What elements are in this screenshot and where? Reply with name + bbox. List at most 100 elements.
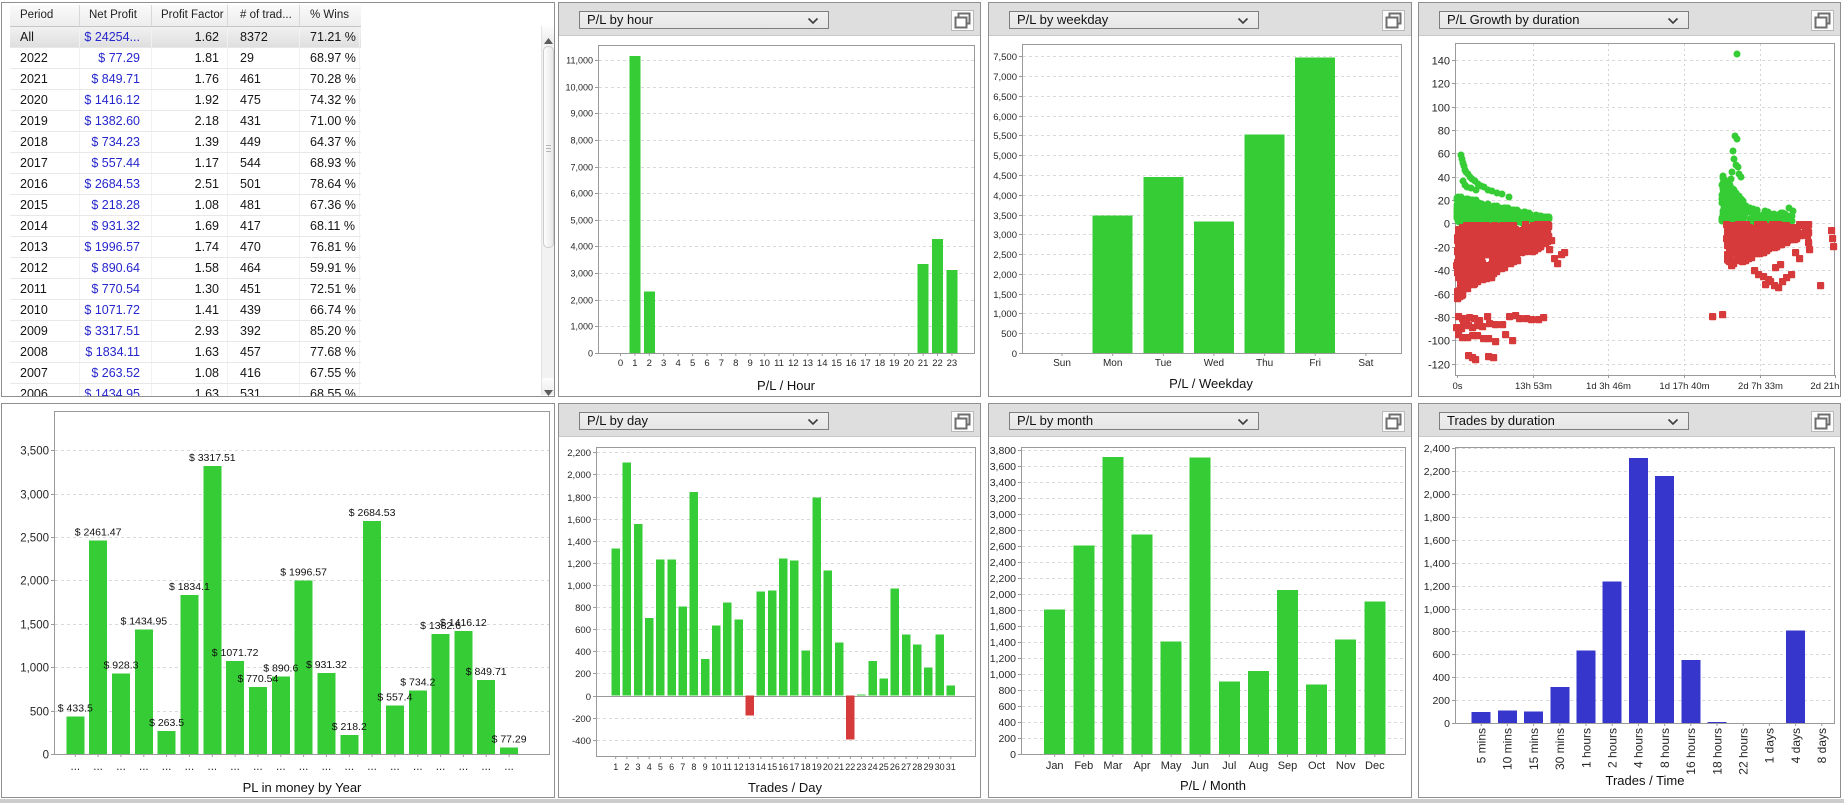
svg-text:7,500: 7,500 [993, 52, 1017, 63]
svg-text:140: 140 [1432, 55, 1450, 67]
svg-text:22 hours: 22 hours [1737, 728, 1751, 775]
svg-text:10 mins: 10 mins [1501, 728, 1515, 770]
svg-text:500: 500 [1001, 329, 1017, 340]
svg-text:8,000: 8,000 [570, 136, 593, 146]
svg-text:6: 6 [704, 358, 709, 369]
svg-text:8: 8 [691, 762, 696, 772]
svg-text:P/L / Month: P/L / Month [1180, 778, 1246, 793]
svg-text:0: 0 [618, 358, 623, 369]
svg-text:1,200: 1,200 [567, 559, 591, 570]
svg-text:$ 849.71: $ 849.71 [466, 666, 507, 678]
svg-text:40: 40 [1438, 172, 1450, 184]
svg-text:13h 53m: 13h 53m [1515, 381, 1552, 392]
svg-text:15 mins: 15 mins [1527, 728, 1541, 770]
svg-text:22: 22 [845, 762, 855, 772]
svg-text:2,400: 2,400 [1424, 443, 1450, 455]
svg-text:...: ... [208, 761, 218, 773]
svg-text:2,000: 2,000 [20, 576, 49, 588]
svg-text:4: 4 [675, 358, 680, 369]
svg-text:1,200: 1,200 [1424, 581, 1450, 593]
svg-text:1,400: 1,400 [567, 537, 591, 548]
svg-text:3,500: 3,500 [993, 211, 1017, 222]
svg-text:1,500: 1,500 [20, 620, 49, 632]
svg-text:...: ... [71, 761, 81, 773]
svg-text:Feb: Feb [1074, 760, 1093, 772]
svg-text:0: 0 [588, 349, 593, 359]
svg-text:20: 20 [1438, 195, 1450, 207]
svg-text:Nov: Nov [1336, 760, 1356, 772]
svg-text:P/L / Weekday: P/L / Weekday [1169, 376, 1253, 391]
svg-text:Sun: Sun [1053, 358, 1071, 369]
svg-text:7: 7 [680, 762, 685, 772]
svg-text:4: 4 [647, 762, 652, 772]
svg-text:...: ... [459, 761, 469, 773]
svg-text:Trades / Day: Trades / Day [748, 780, 822, 795]
svg-text:8 days: 8 days [1815, 728, 1829, 763]
svg-text:...: ... [116, 761, 126, 773]
svg-text:2: 2 [647, 358, 652, 369]
svg-text:1,400: 1,400 [990, 637, 1016, 649]
svg-text:3: 3 [661, 358, 666, 369]
svg-text:11: 11 [774, 358, 784, 369]
svg-text:800: 800 [575, 603, 591, 614]
svg-text:...: ... [322, 761, 332, 773]
svg-text:23: 23 [856, 762, 866, 772]
svg-text:$ 433.5: $ 433.5 [58, 702, 93, 714]
svg-text:1,800: 1,800 [990, 605, 1016, 617]
svg-text:80: 80 [1438, 125, 1450, 137]
svg-text:$ 1382.6: $ 1382.6 [420, 620, 461, 632]
svg-text:Thu: Thu [1256, 358, 1273, 369]
svg-text:1,000: 1,000 [1424, 604, 1450, 616]
svg-text:26: 26 [890, 762, 900, 772]
svg-text:Jun: Jun [1191, 760, 1209, 772]
svg-text:3,000: 3,000 [990, 509, 1016, 521]
svg-text:10,000: 10,000 [565, 83, 593, 93]
svg-text:19: 19 [889, 358, 900, 369]
svg-text:$ 263.5: $ 263.5 [149, 717, 184, 729]
svg-text:2,000: 2,000 [1424, 489, 1450, 501]
svg-text:0: 0 [1012, 349, 1017, 360]
svg-text:-100: -100 [1428, 335, 1450, 347]
svg-text:May: May [1161, 760, 1182, 772]
svg-text:30 mins: 30 mins [1553, 728, 1567, 770]
svg-text:11,000: 11,000 [566, 56, 593, 66]
svg-text:16: 16 [846, 358, 857, 369]
svg-text:$ 931.32: $ 931.32 [306, 659, 347, 671]
svg-text:17: 17 [789, 762, 799, 772]
svg-text:800: 800 [998, 685, 1016, 697]
svg-text:1d 17h 40m: 1d 17h 40m [1659, 381, 1709, 392]
svg-text:3,000: 3,000 [570, 269, 593, 279]
svg-text:$ 3317.51: $ 3317.51 [189, 452, 236, 464]
svg-text:11: 11 [723, 762, 732, 772]
svg-text:28: 28 [912, 762, 922, 772]
svg-text:6,000: 6,000 [570, 189, 593, 199]
svg-text:7,000: 7,000 [993, 72, 1017, 83]
svg-text:6: 6 [669, 762, 674, 772]
svg-text:5,000: 5,000 [993, 151, 1017, 162]
svg-text:0: 0 [586, 692, 591, 703]
svg-text:3,500: 3,500 [20, 446, 49, 458]
svg-text:2,400: 2,400 [990, 557, 1016, 569]
svg-text:2,500: 2,500 [993, 250, 1017, 261]
svg-text:21: 21 [834, 762, 844, 772]
svg-text:27: 27 [901, 762, 911, 772]
svg-text:Trades / Time: Trades / Time [1606, 773, 1685, 788]
svg-text:1 days: 1 days [1763, 728, 1777, 763]
svg-text:15: 15 [767, 762, 777, 772]
svg-text:...: ... [162, 761, 172, 773]
svg-text:-20: -20 [1434, 242, 1450, 254]
svg-text:Mon: Mon [1103, 358, 1122, 369]
svg-text:...: ... [504, 761, 514, 773]
svg-text:29: 29 [923, 762, 933, 772]
svg-text:1: 1 [632, 358, 637, 369]
svg-text:$ 734.2: $ 734.2 [400, 676, 435, 688]
svg-text:...: ... [185, 761, 195, 773]
svg-text:0: 0 [1444, 718, 1450, 730]
svg-text:3,600: 3,600 [990, 461, 1016, 473]
svg-text:9,000: 9,000 [570, 109, 593, 119]
svg-text:500: 500 [30, 707, 49, 719]
svg-text:2: 2 [624, 762, 629, 772]
svg-text:1 hours: 1 hours [1579, 728, 1593, 768]
svg-text:$ 2684.53: $ 2684.53 [349, 507, 396, 519]
svg-text:6,500: 6,500 [993, 92, 1017, 103]
